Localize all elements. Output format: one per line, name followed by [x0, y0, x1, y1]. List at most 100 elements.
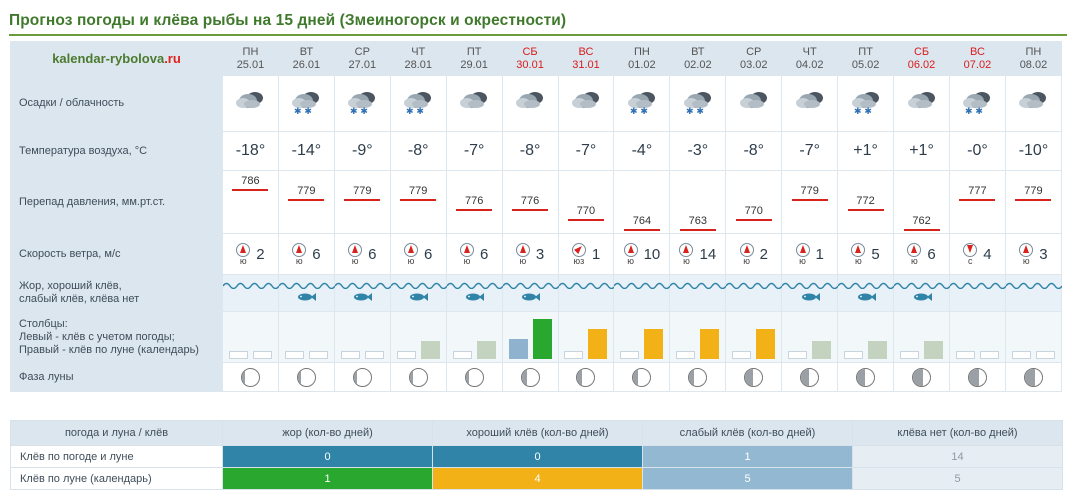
- pressure-wrap: 777: [950, 172, 1005, 232]
- day-header[interactable]: ПН 01.02: [613, 41, 671, 76]
- moon-shadow: [633, 368, 639, 386]
- day-date: 03.02: [739, 58, 768, 71]
- temperature-value: -14°: [291, 142, 322, 159]
- compass-circle: [292, 242, 307, 257]
- day-header[interactable]: СР 27.01: [333, 41, 391, 76]
- weather-icon-cell: ✱ ✱: [613, 75, 671, 132]
- wind-arrow: [408, 244, 415, 253]
- compass-circle: [348, 242, 363, 257]
- day-header[interactable]: ПТ 05.02: [837, 41, 895, 76]
- moon-bite-bar: [420, 341, 440, 359]
- day-header[interactable]: ПН 25.01: [222, 41, 279, 76]
- wind-arrow: [1023, 244, 1030, 253]
- weather-bite-bar: [676, 351, 696, 359]
- bars-wrap: [839, 312, 892, 362]
- pressure-value: 764: [623, 215, 660, 231]
- compass-circle: [404, 242, 419, 257]
- bars-wrap: [951, 312, 1004, 362]
- weather-bite-bar: [844, 351, 864, 359]
- moon-cell: [669, 362, 727, 392]
- bite-bars-cell: [277, 311, 335, 363]
- moon-bite-bar: [588, 329, 608, 359]
- compass-circle: [907, 242, 922, 257]
- wind-direction-label: юз: [573, 255, 585, 266]
- temperature-cell: -7°: [557, 131, 615, 171]
- moon-cell: [613, 362, 671, 392]
- moon-cell: [277, 362, 335, 392]
- day-header[interactable]: ВС 31.01: [557, 41, 615, 76]
- site-logo[interactable]: kalendar-rybolova.ru: [10, 41, 223, 76]
- wind-arrow: [296, 244, 303, 253]
- bite-cell: [669, 274, 727, 312]
- day-header[interactable]: ВС 07.02: [948, 41, 1006, 76]
- summary-cell-none: 5: [852, 467, 1063, 490]
- summary-cell-none: 14: [852, 445, 1063, 468]
- cloud-icon: [512, 92, 548, 118]
- svg-text:✱ ✱: ✱ ✱: [406, 107, 424, 115]
- pressure-value: 779: [791, 185, 828, 201]
- compass-circle: [851, 242, 866, 257]
- wind-speed: 6: [479, 245, 489, 263]
- day-date: 06.02: [907, 58, 936, 71]
- pressure-cell: 786: [222, 170, 279, 234]
- summary-row-label: Клёв по луне (календарь): [10, 467, 223, 490]
- wind-cell: юз 1: [557, 233, 615, 275]
- day-of-week: ЧТ: [802, 45, 817, 58]
- compass-circle: [795, 242, 810, 257]
- moon-phase-icon: [1023, 367, 1043, 387]
- bars-wrap: [727, 312, 780, 362]
- day-header[interactable]: ВТ 26.01: [277, 41, 335, 76]
- weather-icon-cell: ✱ ✱: [948, 75, 1006, 132]
- day-of-week: ПН: [1025, 45, 1042, 58]
- summary-cell-good: 0: [432, 445, 643, 468]
- summary-cell-weak: 5: [642, 467, 853, 490]
- temperature-value: -0°: [967, 142, 988, 159]
- bars-wrap: [448, 312, 501, 362]
- summary-cell-zhor: 0: [222, 445, 433, 468]
- fish-icon: [503, 282, 558, 305]
- weather-icon-cell: ✱ ✱: [669, 75, 727, 132]
- cloud-icon: [232, 92, 268, 118]
- day-header[interactable]: СР 03.02: [725, 41, 783, 76]
- wind-direction-icon: ю: [404, 242, 419, 266]
- day-date: 31.01: [572, 58, 600, 71]
- day-header[interactable]: СБ 06.02: [893, 41, 950, 76]
- wind-speed: 1: [815, 245, 824, 263]
- day-header[interactable]: ЧТ 04.02: [781, 41, 839, 76]
- summary-cell-zhor: 1: [222, 467, 433, 490]
- wind-speed: 14: [699, 245, 717, 263]
- pressure-wrap: 770: [559, 172, 614, 232]
- day-header[interactable]: ВТ 02.02: [669, 41, 727, 76]
- wind-direction-label: ю: [463, 255, 471, 266]
- wind-direction-label: ю: [743, 255, 750, 266]
- day-header[interactable]: ЧТ 28.01: [389, 41, 447, 76]
- day-of-week: ПН: [633, 45, 650, 58]
- moon-phase-icon: [240, 367, 260, 387]
- wind-speed: 2: [759, 245, 768, 263]
- day-header[interactable]: ПТ 29.01: [445, 41, 503, 76]
- pressure-cell: 776: [501, 170, 559, 234]
- bite-bars-cell: [557, 311, 615, 363]
- day-header[interactable]: ПН 08.02: [1004, 41, 1063, 76]
- cloud-icon: [1015, 92, 1051, 118]
- day-header[interactable]: СБ 30.01: [501, 41, 559, 76]
- wind-cell: ю 14: [669, 233, 727, 275]
- wind-direction-icon: ю: [348, 242, 363, 266]
- summary-header: слабый клёв (кол-во дней): [642, 420, 853, 446]
- weather-bite-bar: [900, 351, 920, 359]
- wind-direction-icon: ю: [679, 242, 694, 266]
- temperature-value: -7°: [799, 142, 820, 159]
- wind-direction-icon: юз: [571, 242, 586, 266]
- pressure-cell: 779: [781, 170, 839, 234]
- wind-arrow: [799, 244, 806, 253]
- day-date: 28.01: [404, 58, 432, 71]
- wind-arrow: [855, 244, 862, 253]
- pressure-cell: 770: [725, 170, 783, 234]
- moon-phase-icon: [744, 367, 764, 387]
- temperature-cell: -8°: [389, 131, 447, 171]
- svg-text:✱ ✱: ✱ ✱: [630, 107, 648, 115]
